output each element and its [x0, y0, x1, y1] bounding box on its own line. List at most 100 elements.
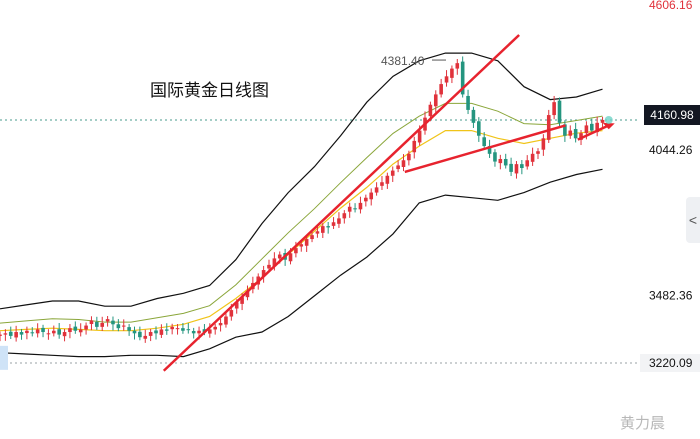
candle-body	[514, 164, 519, 174]
candle-body	[358, 202, 363, 210]
candle-body	[493, 152, 497, 162]
candle-body	[315, 231, 320, 234]
candle-body	[579, 133, 583, 140]
candle-body	[374, 187, 379, 193]
last-price-dot	[604, 115, 613, 124]
high-annotation: 4381.40	[381, 54, 425, 68]
candle-body	[218, 322, 223, 326]
candle-body	[477, 121, 481, 136]
candle-body	[584, 125, 589, 134]
candle-body	[25, 330, 29, 334]
annotations: 4381.40	[0, 54, 446, 370]
candle-body	[30, 332, 35, 334]
chart-title: 国际黄金日线图	[150, 81, 269, 101]
candle-body	[186, 329, 191, 331]
candle-body	[197, 330, 201, 334]
candle-body	[138, 331, 142, 338]
candle-body	[261, 270, 266, 277]
axis-tick-label: 3482.36	[649, 288, 693, 302]
candle-body	[19, 332, 24, 335]
candle-body	[272, 258, 277, 267]
candle-body	[407, 153, 411, 161]
candle-body	[412, 140, 417, 153]
candle-body	[509, 163, 513, 172]
candle-body	[466, 95, 470, 110]
candle-body	[326, 226, 330, 228]
candle-body	[487, 146, 492, 154]
trendlines	[162, 34, 615, 372]
candle-body	[498, 158, 503, 164]
candle-body	[224, 316, 228, 325]
candle-body	[143, 335, 148, 339]
candle-body	[111, 320, 115, 325]
candle-body	[600, 119, 605, 123]
candle-body	[191, 330, 196, 334]
current-price-badge: 4160.98	[644, 105, 700, 125]
candle-body	[557, 100, 562, 123]
axis-label-box	[640, 354, 700, 372]
ma-line-slow	[0, 130, 603, 332]
candle-body	[396, 165, 400, 170]
candle-body	[267, 264, 271, 269]
candle-body	[444, 76, 449, 83]
candle-body	[121, 325, 126, 327]
candle-body	[62, 332, 67, 337]
watermark: 黄力晨	[620, 414, 666, 432]
candle-body	[89, 320, 94, 325]
candle-body	[595, 122, 599, 133]
candle-body	[277, 254, 282, 259]
candle-body	[148, 332, 153, 336]
candle-body	[100, 322, 105, 327]
candle-body	[460, 61, 465, 95]
candle-body	[170, 326, 174, 330]
candle-body	[105, 319, 110, 322]
candle-body	[342, 213, 347, 219]
candle-body	[304, 239, 309, 246]
candle-body	[294, 248, 298, 254]
candle-body	[385, 175, 390, 184]
range-highlight	[0, 345, 8, 370]
candles	[0, 56, 605, 343]
candle-body	[57, 329, 61, 335]
candle-body	[482, 137, 486, 147]
candle-body	[240, 297, 244, 304]
candle-body	[589, 123, 594, 131]
trendline	[404, 124, 566, 174]
candle-body	[84, 325, 88, 330]
candle-body	[95, 321, 99, 327]
trend-arrow-shaft	[577, 124, 610, 141]
candle-body	[390, 170, 395, 176]
candle-body	[541, 138, 546, 150]
candle-body	[450, 68, 454, 78]
candle-body	[364, 197, 368, 202]
collapse-panel-button[interactable]: <	[686, 197, 700, 243]
candle-body	[68, 328, 72, 333]
candle-body	[530, 153, 535, 162]
axis-tick-label: 3220.09	[649, 356, 693, 370]
bollinger-lower	[0, 168, 603, 358]
candle-body	[455, 63, 460, 69]
candle-body	[337, 218, 341, 224]
ma-line-mid	[0, 102, 603, 324]
candle-body	[310, 235, 314, 240]
candle-body	[331, 222, 336, 226]
bollinger-upper	[0, 52, 603, 310]
candle-body	[35, 329, 40, 334]
candle-body	[245, 290, 250, 298]
candle-body	[417, 130, 422, 143]
candle-body	[41, 327, 45, 333]
candle-body	[433, 94, 438, 107]
axis-tick-label: 4044.26	[649, 143, 693, 157]
candle-body	[288, 253, 293, 262]
candle-body	[3, 333, 8, 335]
candle-body	[520, 164, 524, 169]
candle-body	[234, 302, 239, 309]
candle-body	[573, 129, 578, 139]
candle-body	[159, 329, 164, 335]
candle-body	[78, 329, 83, 333]
candle-body	[181, 328, 185, 331]
candle-body	[202, 329, 207, 333]
candle-body	[127, 327, 131, 331]
